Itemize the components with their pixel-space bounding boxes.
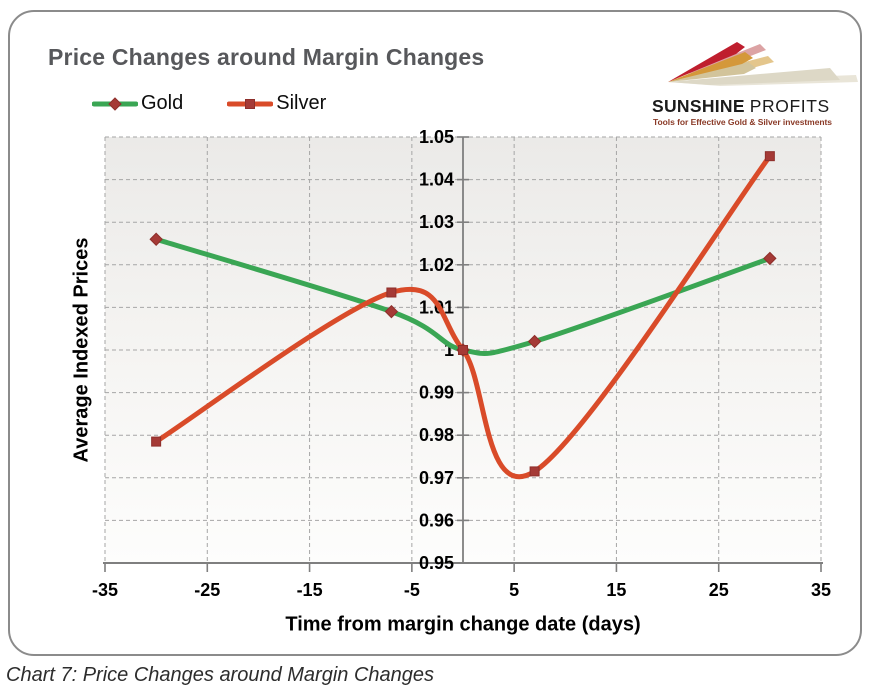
- silver-legend-marker: [245, 98, 256, 109]
- legend-label-gold: Gold: [141, 92, 184, 114]
- logo-brand: SUNSHINE PROFITS: [652, 96, 865, 117]
- legend-entry-silver: Silver: [227, 92, 326, 115]
- logo-brand-bold: SUNSHINE: [652, 96, 745, 116]
- logo-tagline: Tools for Effective Gold & Silver invest…: [653, 117, 832, 127]
- legend-label-silver: Silver: [276, 92, 327, 114]
- legend-entry-gold: Gold: [92, 92, 183, 115]
- silver-line-swatch-icon: [227, 98, 274, 109]
- sunshine-profits-logo: SUNSHINE PROFITS Tools for Effective Gol…: [640, 20, 865, 127]
- legend: Gold Silver: [92, 92, 326, 115]
- chart-title: Price Changes around Margin Changes: [48, 44, 485, 70]
- gold-legend-marker: [108, 96, 122, 111]
- y-axis-title: Average Indexed Prices: [70, 237, 93, 463]
- x-axis-title: Time from margin change date (days): [285, 613, 641, 636]
- gold-line-swatch-icon: [92, 96, 138, 111]
- logo-arrows-icon: [668, 42, 858, 86]
- figure-caption: Chart 7: Price Changes around Margin Cha…: [6, 664, 435, 686]
- logo-brand-light: PROFITS: [749, 96, 830, 116]
